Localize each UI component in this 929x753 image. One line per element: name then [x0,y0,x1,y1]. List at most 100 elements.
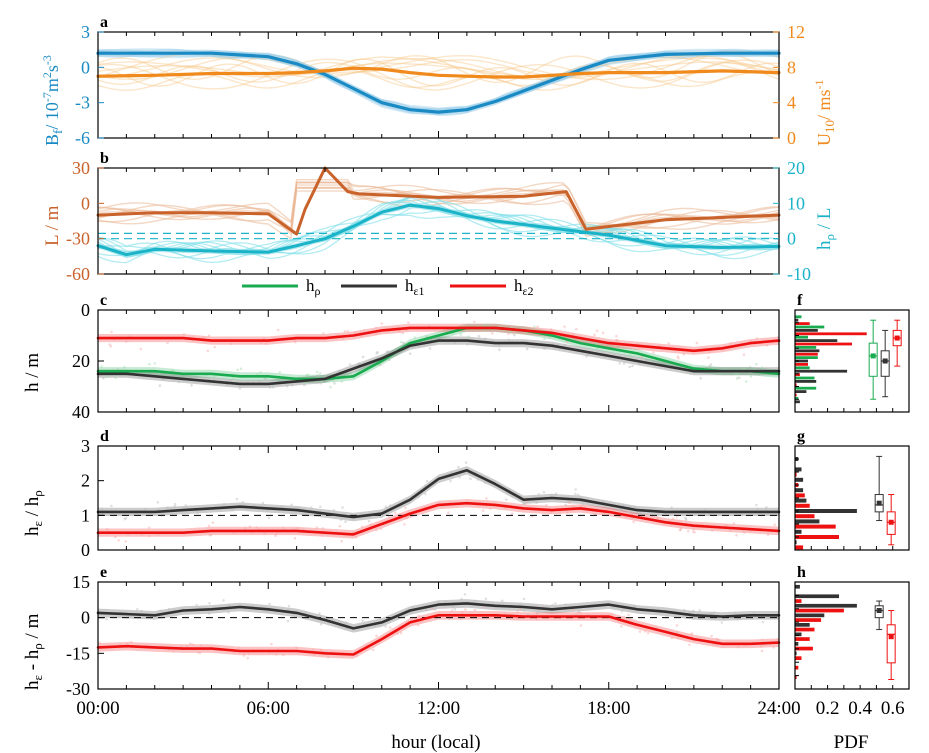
panel-c-scatter-point [549,328,553,331]
panel-c-scatter-point [757,367,760,370]
panel-d-scatter-point [447,511,450,514]
panel-c-scatter-point [206,349,210,353]
panel-e-scatter-point [270,642,273,646]
panel-d-scatter-point [708,512,711,516]
panel-a-ytick-label: -6 [75,128,90,148]
panel-c-scatter-point [170,369,173,372]
panel-d-scatter-point [743,531,746,534]
panel-c-scatter-point [239,367,243,371]
panel-e-scatter-point [185,645,189,648]
panel-d-scatter-point [124,540,128,543]
panel-e-scatter-point [410,611,413,615]
panel-c-scatter-point [629,354,632,358]
panel-e-scatter-point [412,606,415,609]
panel-b-ratio-band [98,202,779,258]
panel-d-scatter-point [296,527,300,530]
panel-a-ylabel-part: m [42,78,62,92]
panel-h-bar [795,618,822,622]
legend-label: hρ [306,276,321,298]
panel-e-scatter-point [579,624,583,627]
panel-f-bar [795,363,808,366]
panel-e-scatter-point [417,614,421,617]
panel-e-scatter-point [720,621,724,624]
panel-f-bar [795,366,810,370]
panel-c-scatter-point [682,353,686,356]
panel-d-scatter-point [255,526,258,529]
pdf-tick-label: 0.6 [881,698,905,719]
panel-d-scatter-point [341,506,344,509]
panel-e-scatter-point [515,617,519,620]
panel-e-scatter-point [760,638,764,642]
panel-a-y2label: U10/ ms-1 [812,79,837,146]
panel-c-scatter-point [400,340,403,344]
panel-d-scatter-point [458,476,462,479]
axes [97,31,910,690]
panel-e-scatter-point [180,644,183,648]
panel-d-scatter-point [766,533,770,536]
panel-d-scatter-point [710,529,714,532]
panel-c-scatter-point [268,386,272,389]
panel-c-scatter-point [108,343,112,346]
panel-c-scatter-point [114,376,117,380]
panel-d-scatter-point [424,492,427,496]
panel-e-scatter-point [242,652,246,655]
panel-c-scatter-point [695,341,699,345]
panel-d-scatter-point [678,528,682,532]
panel-e-scatter-point [345,627,348,630]
panel-f-bar [795,325,825,329]
panel-b-ratio-line [96,203,781,257]
panel-d-scatter-point [281,505,285,509]
panel-c-line [96,339,781,386]
panel-h-bar [795,642,799,646]
panel-d-scatter-point [344,520,347,523]
panel-e-scatter-point [280,612,283,616]
panel-e-scatter-point [448,617,451,621]
panel-c-scatter-point [202,336,206,339]
panel-e-scatter-point [378,624,381,627]
panel-f-box [868,342,878,377]
panel-a-ytick-label: -3 [75,93,90,113]
panel-e-scatter-point [451,605,455,609]
panel-c-scatter-point [563,325,566,328]
panel-c-scatter-point [461,324,465,328]
panel-d-scatter-point [632,520,635,524]
panel-e-scatter-point [136,608,139,611]
panel-h-bar [795,651,797,656]
panel-c-scatter-point [318,372,322,375]
panel-d-band [98,499,779,539]
panel-e-scatter-point [620,610,624,613]
panel-c-scatter-point [208,376,211,380]
panel-f-bar [795,342,852,346]
panel-c-scatter-point [533,325,536,328]
panel-e-scatter-point [736,617,740,621]
panel-b-y2label: hρ / L [814,208,837,250]
panel-e-ylabel-part: h [22,680,43,690]
panel-e-scatter-point [198,651,202,655]
panel-c-scatter-point [486,323,490,327]
panel-h-bar [795,632,802,637]
panel-g-mean [888,519,894,525]
panel-b-ratio-trace [97,209,780,260]
panel-d-scatter-point [549,511,553,514]
panel-d-scatter-point [267,516,271,520]
panel-e-scatter-point [319,622,323,626]
panel-d-scatter-point [184,504,188,507]
panel-d-scatter-point [481,509,485,512]
panel-e-scatter-point [484,597,488,601]
panel-d-scatter-point [253,504,256,507]
panel-a-ylabel-part: B [42,134,62,146]
panel-c-scatter-point [742,353,746,357]
panel-c-scatter-point [278,371,282,374]
panel-c-scatter-point [667,342,670,345]
panel-f-bar [795,322,810,325]
panel-a-ylabel-part: s [42,65,62,72]
panel-e-scatter-point [344,621,348,624]
panel-d-scatter-point [241,501,245,504]
panel-d-scatter-point [571,505,575,508]
panel-e-scatter-point [690,632,694,635]
panel-b-ytick-label: 30 [72,158,90,178]
panel-e-ylabel: hε - hρ / m [22,613,45,690]
panel-b-L-trace [97,187,780,237]
scatter-points [96,48,781,660]
panel-c-scatter-point [484,337,487,341]
